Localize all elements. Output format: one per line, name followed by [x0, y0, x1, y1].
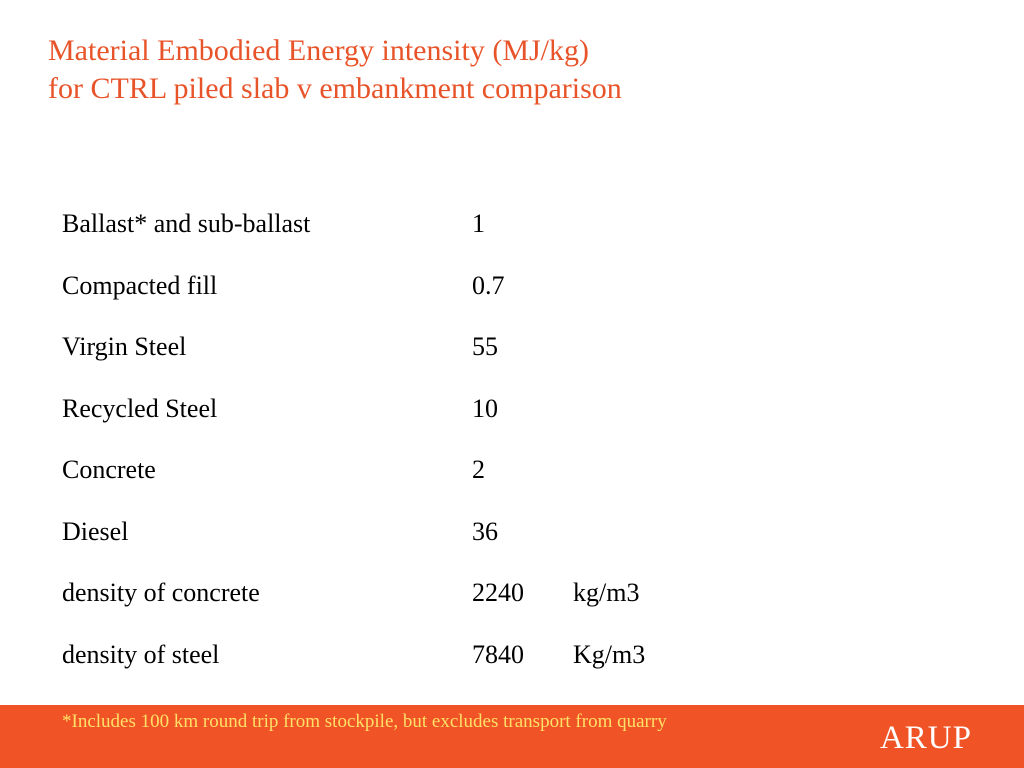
footnote: *Includes 100 km round trip from stockpi… — [62, 711, 667, 732]
row-value: 36 — [472, 516, 498, 546]
slide-title: Material Embodied Energy intensity (MJ/k… — [48, 32, 622, 108]
footer-bar: *Includes 100 km round trip from stockpi… — [0, 705, 1024, 768]
row-label: Recycled Steel — [62, 393, 218, 423]
row-label: density of steel — [62, 639, 220, 669]
slide-title-line-1: Material Embodied Energy intensity (MJ/k… — [48, 34, 590, 67]
slide-title-line-2: for CTRL piled slab v embankment compari… — [48, 72, 622, 105]
row-label: Virgin Steel — [62, 332, 187, 361]
row-value: 10 — [472, 393, 498, 423]
row-label: Diesel — [62, 516, 129, 546]
row-value: 55 — [472, 332, 498, 361]
row-unit: kg/m3 — [573, 578, 640, 607]
row-value: 2240 — [472, 578, 524, 607]
arup-logo: ARUP — [879, 720, 972, 756]
row-unit: Kg/m3 — [573, 639, 646, 669]
row-value: 2 — [472, 455, 485, 484]
row-value: 1 — [472, 209, 485, 238]
row-label: Concrete — [62, 455, 156, 484]
row-label: density of concrete — [62, 578, 260, 607]
row-value: 0.7 — [472, 270, 505, 300]
row-label: Ballast* and sub-ballast — [62, 209, 311, 238]
row-value: 7840 — [472, 639, 524, 669]
row-label: Compacted fill — [62, 270, 218, 300]
